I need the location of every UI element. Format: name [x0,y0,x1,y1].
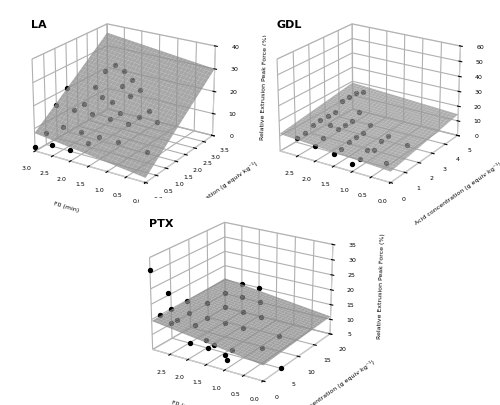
Text: LA: LA [32,20,47,30]
Text: GDL: GDL [276,20,302,30]
Y-axis label: Acid Concentration (g equiv kg⁻¹): Acid Concentration (g equiv kg⁻¹) [168,160,258,226]
Y-axis label: Acid concentration (g equiv kg⁻¹): Acid concentration (g equiv kg⁻¹) [286,359,376,405]
Text: PTX: PTX [149,219,174,229]
X-axis label: F0 (min): F0 (min) [298,202,324,213]
X-axis label: F0 (min): F0 (min) [170,400,197,405]
X-axis label: F0 (min): F0 (min) [53,202,80,213]
Y-axis label: Acid concentration (g equiv kg⁻¹): Acid concentration (g equiv kg⁻¹) [414,160,500,226]
